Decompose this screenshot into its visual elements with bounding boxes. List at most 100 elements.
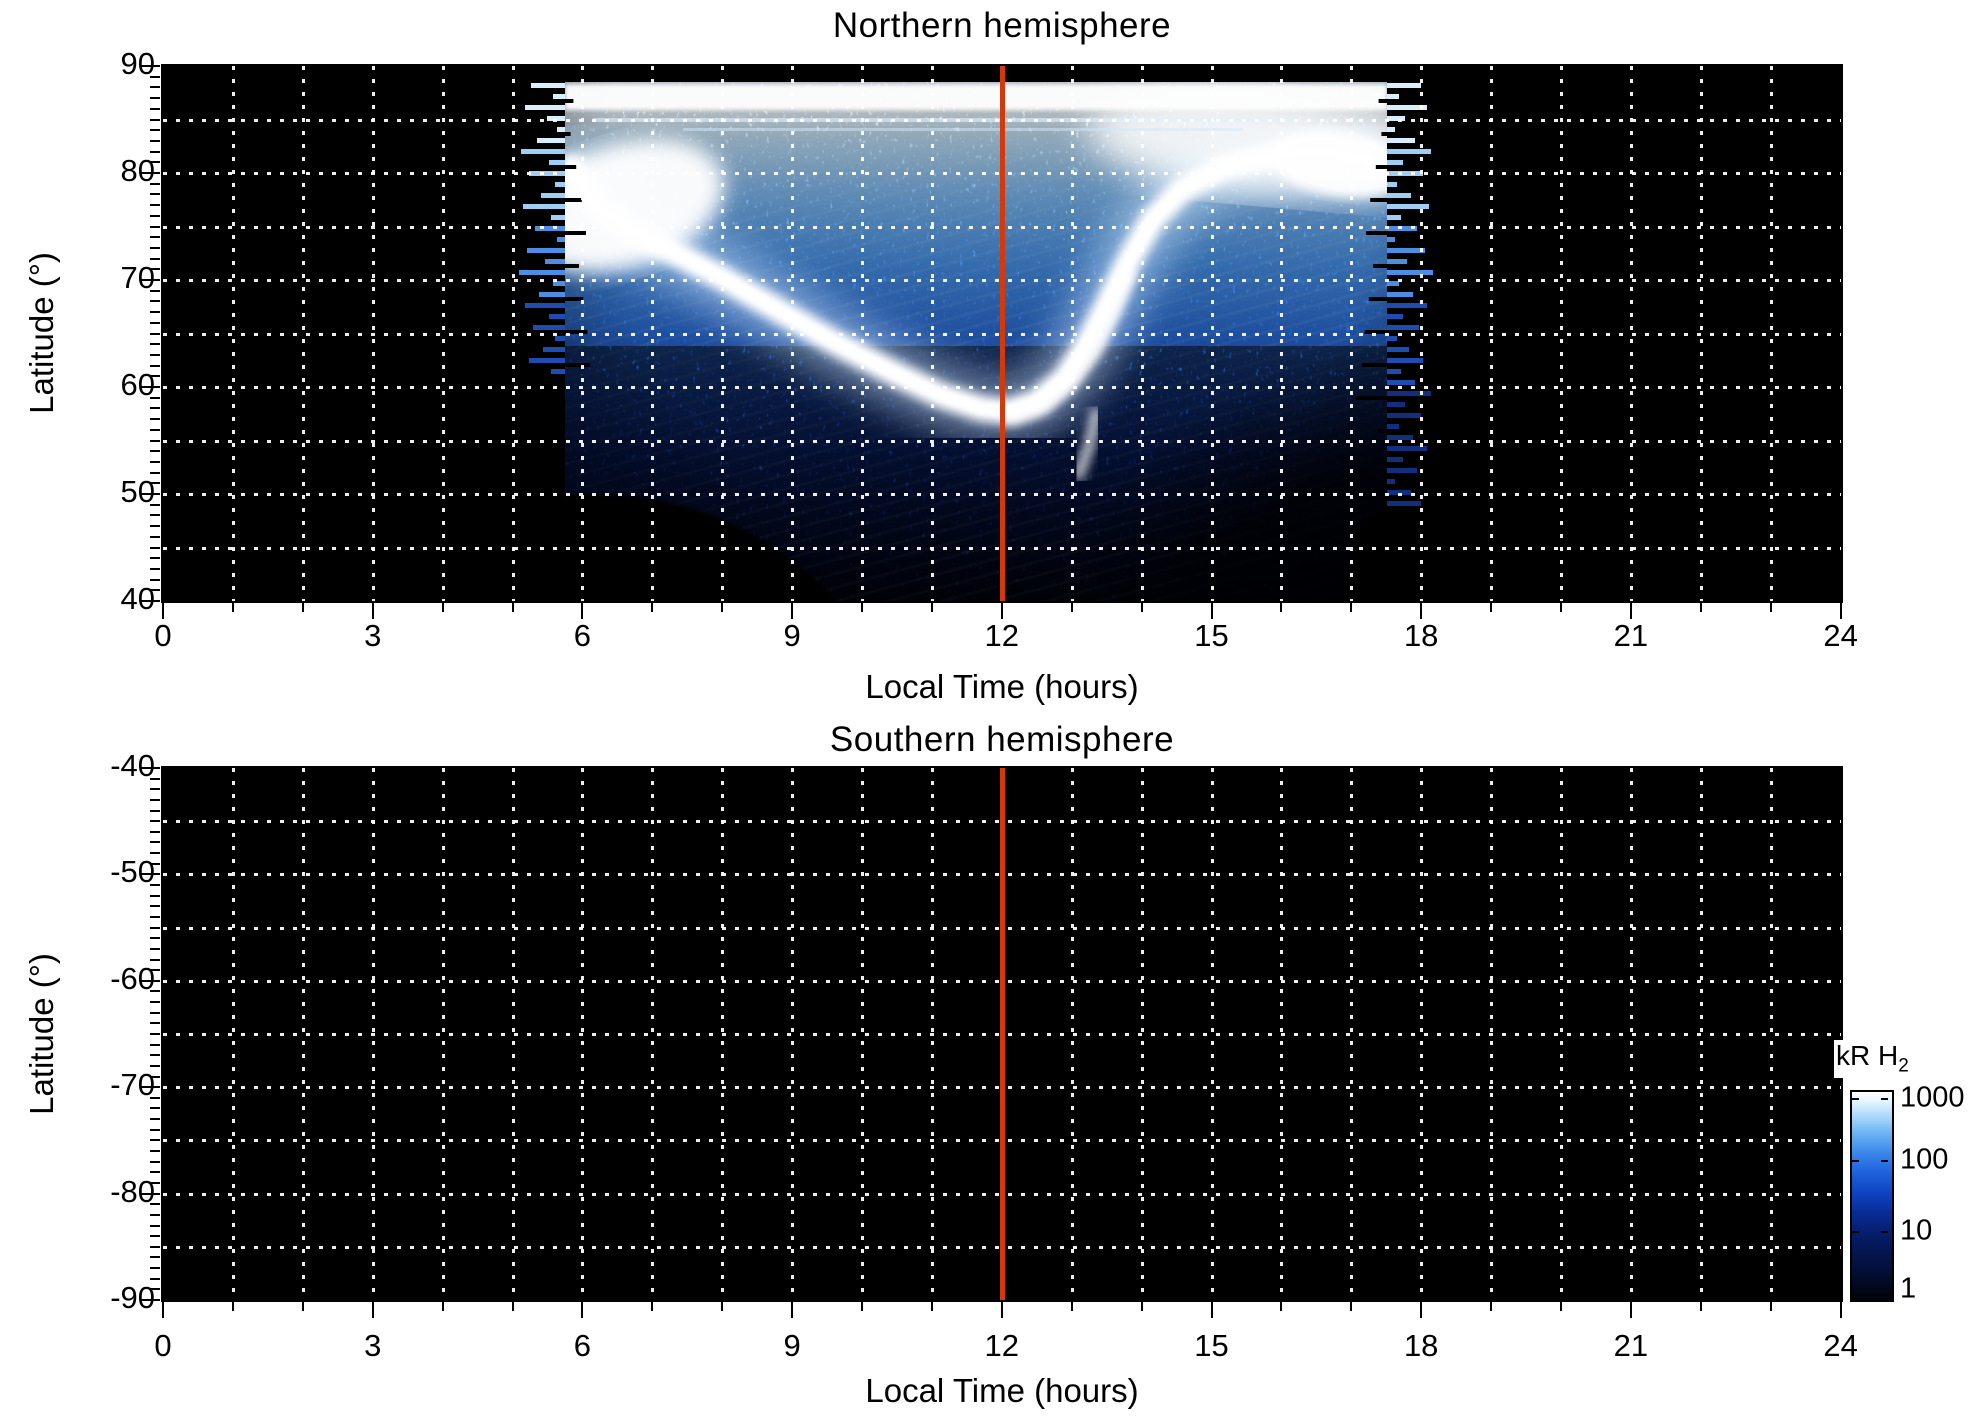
y-tick-label: -50	[110, 854, 155, 890]
y-axis-tick	[150, 86, 160, 89]
y-axis-tick	[150, 225, 160, 228]
y-axis-tick	[150, 841, 160, 844]
y-axis-tick	[150, 204, 160, 207]
y-axis-tick	[150, 75, 160, 78]
x-axis-tick	[1210, 1302, 1213, 1318]
x-axis-tick	[1280, 1302, 1283, 1311]
y-axis-tick	[150, 1235, 160, 1238]
y-axis-tick	[150, 353, 160, 356]
y-axis-tick	[150, 332, 160, 335]
y-axis-tick	[150, 809, 160, 812]
y-axis-tick	[150, 193, 160, 196]
y-tick-label: -80	[110, 1173, 155, 1209]
y-axis-tick	[140, 172, 160, 174]
x-axis-tick	[511, 1302, 514, 1311]
y-tick-label: 90	[120, 46, 155, 82]
x-axis-tick	[231, 1302, 234, 1311]
x-axis-tick	[371, 603, 374, 619]
x-axis-tick	[930, 1302, 933, 1311]
y-axis-tick	[150, 1075, 160, 1078]
y-tick-label: 50	[120, 474, 155, 510]
colorbar-tick-label: 100	[1900, 1143, 1949, 1176]
y-axis-tick	[150, 150, 160, 153]
y-tick-label: -70	[110, 1067, 155, 1103]
x-axis-tick	[162, 1302, 164, 1318]
north-aurora-heatmap-image	[519, 82, 1433, 601]
x-axis-tick	[1140, 1302, 1143, 1311]
x-tick-label: 3	[364, 1328, 382, 1363]
y-axis-tick	[150, 589, 160, 592]
x-axis-tick	[1560, 603, 1562, 612]
y-axis-tick	[150, 820, 160, 823]
x-tick-label: 9	[783, 1328, 801, 1363]
y-tick-label: 40	[120, 581, 155, 617]
y-axis-tick	[150, 1224, 160, 1227]
y-axis-tick	[140, 1192, 160, 1195]
y-axis-tick	[150, 798, 160, 801]
x-axis-tick	[1560, 1302, 1562, 1311]
x-axis-tick	[1839, 603, 1842, 619]
colorbar-tick	[1881, 1160, 1888, 1162]
y-tick-label: -60	[110, 960, 155, 996]
x-axis-tick	[231, 603, 234, 612]
x-tick-label: 3	[364, 618, 382, 653]
y-axis-tick	[150, 1043, 160, 1046]
x-axis-tick	[791, 603, 794, 619]
x-axis-tick	[1070, 1302, 1073, 1311]
y-axis-tick	[150, 788, 160, 791]
x-axis-tick	[511, 603, 514, 612]
y-axis-tick	[140, 1299, 160, 1301]
north-heatmap-panel	[161, 64, 1843, 603]
y-axis-tick	[150, 915, 160, 918]
y-tick-label: -40	[110, 748, 155, 784]
x-axis-tick	[441, 1302, 444, 1311]
x-axis-tick	[301, 603, 304, 612]
colorbar-tick	[1852, 1160, 1859, 1162]
y-axis-tick	[150, 1256, 160, 1259]
y-axis-tick	[150, 107, 160, 110]
x-axis-tick	[861, 603, 863, 612]
x-axis-tick	[1280, 603, 1283, 612]
x-tick-label: 6	[573, 618, 592, 653]
x-tick-label: 12	[984, 1328, 1020, 1363]
y-axis-tick	[140, 386, 160, 388]
y-axis-tick	[150, 214, 160, 217]
y-axis-tick	[150, 268, 160, 271]
y-axis-tick	[150, 1033, 160, 1035]
colorbar-title-subscript: 2	[1898, 1055, 1909, 1077]
y-axis-tick	[150, 343, 160, 346]
x-axis-tick	[1350, 603, 1353, 612]
y-axis-tick	[150, 246, 160, 249]
y-axis-tick	[150, 428, 160, 431]
x-tick-label: 0	[154, 618, 172, 653]
y-axis-tick	[150, 514, 160, 517]
colorbar-tick	[1881, 1231, 1888, 1233]
y-axis-tick	[150, 1160, 160, 1163]
x-axis-tick	[651, 603, 654, 612]
y-tick-label: 70	[120, 260, 155, 296]
y-axis-tick	[150, 1128, 160, 1131]
x-axis-tick	[581, 1302, 584, 1318]
x-tick-label: 21	[1613, 618, 1649, 653]
y-axis-tick	[140, 767, 160, 769]
y-axis-tick	[150, 460, 160, 463]
y-axis-tick	[150, 937, 160, 940]
x-tick-label: 18	[1403, 618, 1439, 653]
y-axis-tick	[150, 777, 160, 780]
y-axis-tick	[150, 161, 160, 164]
y-tick-label: 80	[120, 153, 155, 189]
x-axis-tick	[1490, 603, 1493, 612]
y-axis-tick	[150, 1181, 160, 1184]
x-axis-tick	[1350, 1302, 1353, 1311]
colorbar-tick-label: 1	[1900, 1272, 1917, 1305]
y-axis-tick	[150, 525, 160, 528]
x-axis-tick	[651, 1302, 654, 1311]
y-axis-tick	[150, 1203, 160, 1206]
y-axis-tick	[150, 236, 160, 239]
north-noon-marker-line	[1000, 66, 1005, 601]
y-axis-tick	[140, 1086, 160, 1089]
y-axis-tick	[150, 1267, 160, 1270]
y-axis-tick	[150, 1245, 160, 1248]
x-axis-tick	[1629, 603, 1632, 619]
x-axis-tick	[721, 603, 724, 612]
